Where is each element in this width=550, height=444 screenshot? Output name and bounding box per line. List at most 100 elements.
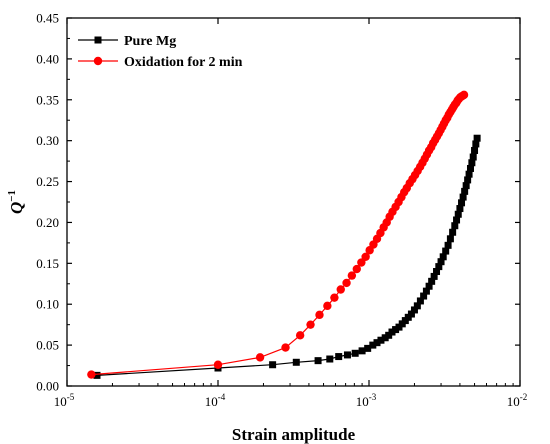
data-point [347,271,357,280]
legend-label: Oxidation for 2 min [124,55,243,70]
legend-item: Oxidation for 2 min [78,55,243,70]
data-point [326,355,334,363]
data-point [336,285,345,294]
y-tick-label: 0.00 [36,379,59,394]
data-point [361,252,370,261]
x-tick-label-base: 10 [205,394,218,409]
data-point [442,247,450,255]
x-axis-ticks: 10-5 10-4 10-3 10-2 [54,18,528,409]
legend-label: Pure Mg [124,34,176,49]
data-point [469,153,477,161]
data-point [420,292,428,300]
data-point [471,146,479,154]
data-point [357,258,366,267]
data-point [449,228,457,236]
data-point [465,170,473,178]
data-point [323,301,332,311]
data-point [407,310,415,318]
data-point [87,370,96,379]
data-point [472,140,480,148]
data-point [93,371,101,379]
data-point [430,272,438,280]
y-tick-label: 0.30 [36,133,59,148]
data-point [446,235,454,243]
data-point [464,176,472,184]
data-point [428,277,436,285]
y-tick-label: 0.45 [36,11,59,26]
data-point [292,358,300,366]
y-tick-label: 0.20 [36,215,59,230]
data-point [343,351,351,359]
x-tick-label-exponent: -3 [369,392,377,402]
y-tick-label: 0.35 [36,92,59,107]
data-point [439,253,447,261]
data-point [459,90,469,100]
data-point [369,341,377,349]
data-point [459,193,467,201]
data-point [352,264,361,274]
data-point [377,336,385,344]
data-point [461,187,469,195]
x-tick-label: 10-3 [356,392,377,409]
data-point [454,210,462,218]
data-point [281,343,290,352]
data-point [422,287,430,295]
x-tick-label-exponent: -4 [218,392,226,402]
data-point [314,357,322,365]
data-point [444,241,452,249]
data-point [456,205,464,213]
data-point [466,164,474,172]
data-point [473,134,481,142]
data-point [437,258,445,266]
data-point [213,360,223,369]
legend-marker [93,56,103,66]
data-point [433,268,441,276]
data-point [335,353,343,361]
x-axis-title: Strain amplitude [232,425,356,444]
x-tick-label-base: 10 [54,394,67,409]
legend: Pure Mg Oxidation for 2 min [78,34,243,70]
data-point [462,182,470,190]
x-tick-label: 10-5 [54,392,75,409]
y-axis-ticks: 0.00 0.05 0.10 0.15 0.20 0.25 0.30 0.35 0.40 0.45 [36,11,520,394]
y-tick-label: 0.25 [36,174,59,189]
data-point [373,339,381,347]
data-point [388,328,396,336]
series-0 [93,134,481,379]
y-axis-title: Q−1 [6,190,26,214]
data-point [435,263,443,271]
data-point [330,293,339,302]
data-point [413,302,421,310]
data-point [351,349,359,357]
plot-frame [66,17,521,387]
data-point [315,310,324,320]
data-point [468,159,476,167]
x-tick-label-exponent: -2 [520,392,528,402]
y-axis-title-main: Q [7,202,26,214]
x-tick-label-base: 10 [507,394,520,409]
data-point [342,278,351,288]
data-point [306,320,315,329]
data-point [364,344,372,352]
data-layer [87,90,481,379]
data-point [458,199,466,207]
x-tick-label: 10-4 [205,392,226,409]
y-tick-label: 0.05 [36,338,59,353]
data-point [425,282,433,290]
data-point [453,216,461,224]
series-line [91,94,465,376]
x-tick-label-exponent: -5 [67,392,75,402]
legend-item: Pure Mg [78,34,176,49]
y-tick-label: 0.15 [36,256,59,271]
y-tick-label: 0.10 [36,297,59,312]
data-point [451,222,459,230]
y-axis-title-superscript: −1 [6,190,18,202]
y-tick-label: 0.40 [36,51,59,66]
data-point [416,297,424,305]
x-tick-label: 10-2 [507,392,528,409]
data-point [255,353,265,362]
data-point [358,347,366,355]
data-point [269,361,277,369]
series-1 [87,90,469,379]
